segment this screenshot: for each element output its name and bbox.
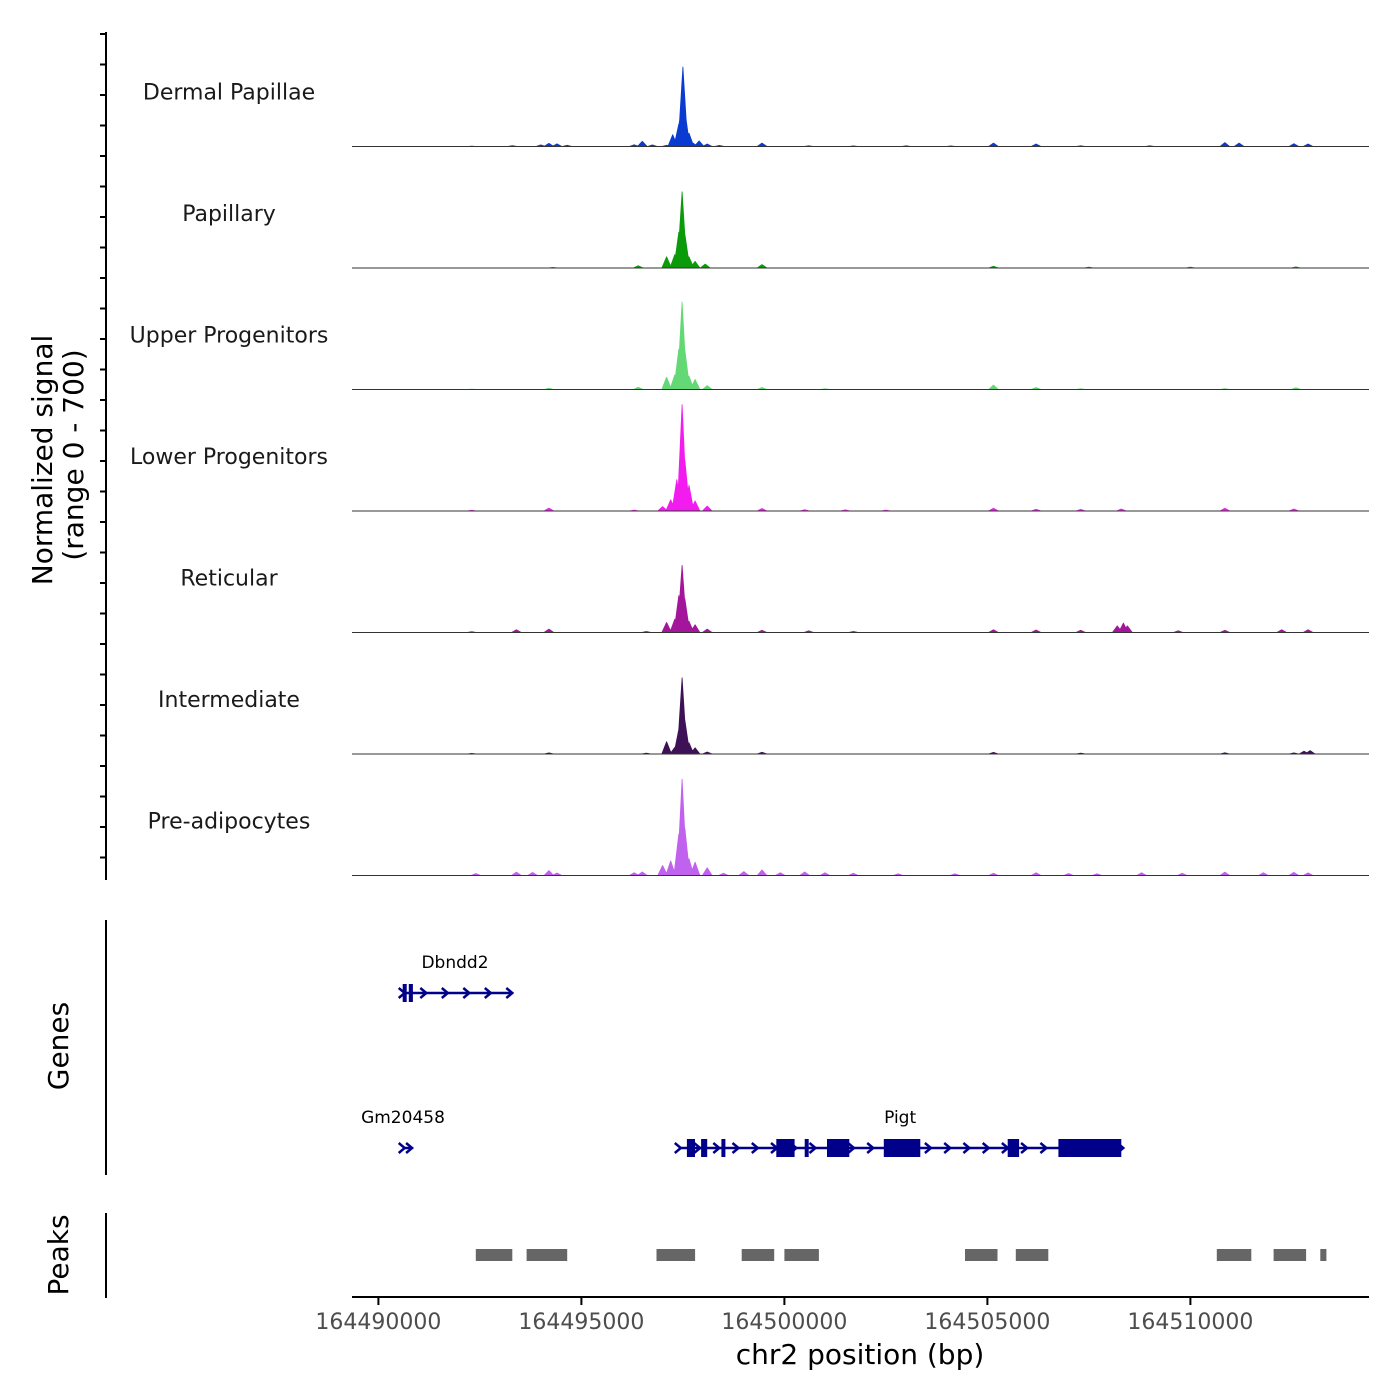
track-papillary: Papillary (182, 191, 1369, 269)
track-lower-progenitors: Lower Progenitors (130, 404, 1369, 512)
peaks-panel: Peaks (42, 1213, 1327, 1298)
strand-arrow (483, 987, 493, 999)
x-tick-label: 164500000 (721, 1310, 847, 1335)
gene-exon (776, 1139, 795, 1157)
gene-pigt: Pigt (673, 1108, 1126, 1157)
gene-exon (686, 1139, 695, 1157)
strand-arrow (673, 1142, 683, 1154)
signal-area-dermal-papillae (463, 66, 1314, 147)
peak-bar (741, 1249, 775, 1261)
strand-arrow (943, 1142, 953, 1154)
peak-bar (1273, 1249, 1307, 1261)
y-axis-range: (range 0 - 700) (57, 349, 90, 560)
gene-exon (827, 1139, 850, 1157)
track-upper-progenitors: Upper Progenitors (130, 301, 1369, 390)
strand-arrow (1020, 1142, 1030, 1154)
strand-arrow (505, 987, 515, 999)
track-label-pre-adipocytes: Pre-adipocytes (148, 810, 311, 835)
strand-arrow (405, 1142, 415, 1154)
strand-arrow (847, 1142, 856, 1154)
x-tick-label: 164510000 (1127, 1310, 1253, 1335)
track-label-intermediate: Intermediate (158, 688, 300, 713)
peak-bar (1320, 1249, 1327, 1261)
x-tick-label: 164495000 (518, 1310, 644, 1335)
signal-area-intermediate (463, 677, 1316, 755)
strand-arrow (1039, 1142, 1049, 1154)
strand-arrow (924, 1142, 933, 1154)
signal-y-ticks (100, 33, 106, 859)
gene-exon (1058, 1139, 1122, 1157)
signal-area-upper-progenitors (463, 301, 1302, 390)
x-tick-label: 164505000 (924, 1310, 1050, 1335)
signal-tracks: Dermal Papillae Papillary Upper Progenitor… (130, 66, 1369, 876)
signal-area-lower-progenitors (463, 404, 1300, 512)
strand-arrow (731, 1142, 741, 1154)
track-label-papillary: Papillary (182, 202, 276, 227)
strand-arrow (462, 987, 472, 999)
signal-area-pre-adipocytes (467, 778, 1314, 876)
gene-gm20458: Gm20458 (361, 1108, 445, 1154)
track-label-upper-progenitors: Upper Progenitors (130, 324, 329, 349)
strand-arrow (419, 987, 429, 999)
strand-arrow (962, 1142, 972, 1154)
gene-dbndd2: Dbndd2 (397, 953, 515, 1002)
peak-bar (1216, 1249, 1252, 1261)
strand-arrow (693, 1142, 703, 1154)
peak-bar (475, 1249, 513, 1261)
peak-bar (965, 1249, 998, 1261)
gene-label-pigt: Pigt (884, 1108, 916, 1128)
gene-label-dbndd2: Dbndd2 (421, 953, 488, 973)
strand-arrow (712, 1142, 722, 1154)
gene-exon (1007, 1139, 1020, 1157)
x-axis: 164490000 164495000 164500000 164505000 1645… (315, 1296, 1369, 1371)
strand-arrow (981, 1142, 991, 1154)
strand-arrow (750, 1142, 760, 1154)
peak-bar (656, 1249, 696, 1261)
gene-models: Dbndd2 Gm20458 Pigt (361, 953, 1126, 1157)
peak-bar (1015, 1249, 1049, 1261)
gene-exon (721, 1139, 726, 1157)
track-reticular: Reticular (180, 564, 1369, 633)
strand-arrow (866, 1142, 876, 1154)
gene-exon (804, 1139, 809, 1157)
track-label-lower-progenitors: Lower Progenitors (130, 445, 328, 470)
strand-arrow (397, 1142, 407, 1154)
peak-bars (475, 1249, 1327, 1261)
gene-exon (408, 984, 413, 1002)
gene-exon (883, 1139, 921, 1157)
peak-bar (784, 1249, 819, 1261)
genes-panel: Genes Dbndd2 Gm20458 Pigt (42, 920, 1126, 1175)
genes-panel-title: Genes (42, 1002, 75, 1090)
signal-area-papillary (544, 191, 1302, 269)
peaks-panel-title: Peaks (42, 1214, 75, 1295)
gene-label-gm20458: Gm20458 (361, 1108, 445, 1128)
x-axis-ticks: 164490000 164495000 164500000 164505000 1645… (315, 1297, 1253, 1335)
track-dermal-papillae: Dermal Papillae (143, 66, 1369, 147)
strand-arrow (440, 987, 450, 999)
x-tick-label: 164490000 (315, 1310, 441, 1335)
peak-bar (526, 1249, 568, 1261)
track-label-dermal-papillae: Dermal Papillae (143, 81, 315, 106)
signal-axis: Normalized signal (range 0 - 700) (26, 32, 107, 880)
gene-exon (701, 1139, 708, 1157)
strand-arrow (808, 1142, 818, 1154)
y-axis-title: Normalized signal (26, 335, 59, 586)
track-pre-adipocytes: Pre-adipocytes (148, 778, 1369, 876)
track-intermediate: Intermediate (158, 677, 1369, 755)
track-label-reticular: Reticular (180, 567, 278, 592)
x-axis-title: chr2 position (bp) (736, 1338, 985, 1371)
gene-exon (402, 984, 407, 1002)
signal-area-reticular (463, 564, 1314, 633)
